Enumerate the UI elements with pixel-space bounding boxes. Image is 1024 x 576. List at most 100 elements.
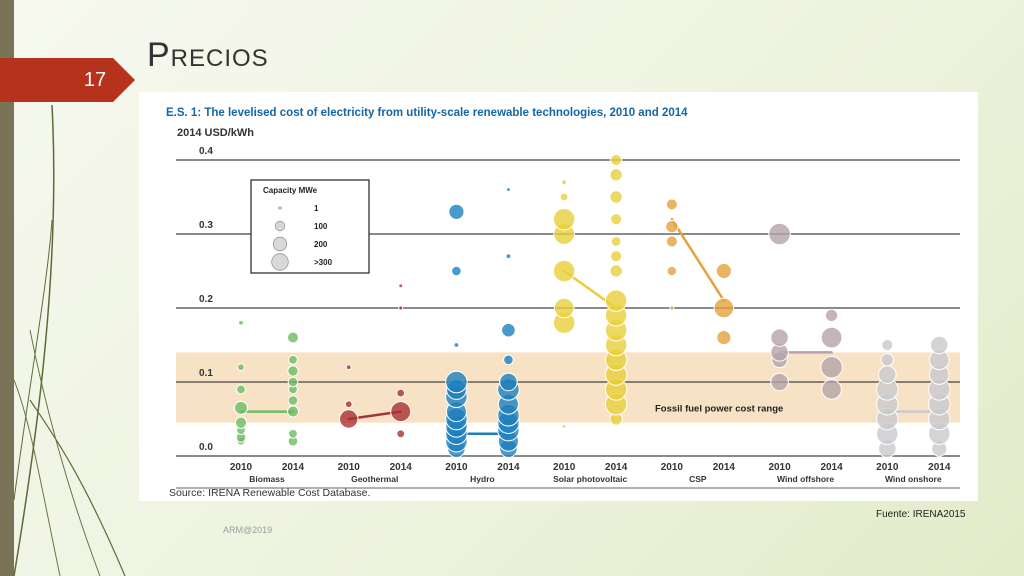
- data-point: [396, 429, 406, 439]
- x-tick-label: 2010: [445, 462, 468, 473]
- data-point: [396, 388, 406, 398]
- category-label: Biomass: [249, 474, 285, 484]
- data-point: [880, 353, 894, 367]
- category-label: Hydro: [470, 474, 495, 484]
- category-label: Wind offshore: [777, 474, 834, 484]
- data-point: [666, 265, 678, 277]
- category-label: Geothermal: [351, 474, 398, 484]
- legend-marker: [278, 206, 282, 210]
- data-point: [878, 365, 897, 384]
- x-tick-label: 2014: [282, 462, 305, 473]
- x-tick-label: 2010: [553, 462, 576, 473]
- data-point: [665, 219, 679, 234]
- data-point: [610, 250, 623, 263]
- data-point: [344, 400, 353, 409]
- x-tick-label: 2014: [497, 462, 520, 473]
- fossil-band-label: Fossil fuel power cost range: [655, 404, 783, 415]
- data-point: [665, 198, 678, 211]
- data-point: [398, 305, 404, 311]
- y-tick-label: 0.0: [199, 442, 213, 453]
- category-label: Solar photovoltaic: [553, 474, 627, 484]
- x-tick-label: 2014: [820, 462, 843, 473]
- data-point: [559, 192, 569, 202]
- data-point: [715, 262, 732, 280]
- data-point: [561, 179, 568, 186]
- data-point: [609, 190, 623, 204]
- legend-label: 100: [314, 222, 328, 231]
- x-tick-label: 2014: [605, 462, 628, 473]
- data-point: [237, 363, 245, 372]
- y-tick-label: 0.3: [199, 220, 213, 231]
- legend-label: 200: [314, 240, 328, 249]
- x-tick-label: 2010: [661, 462, 684, 473]
- y-tick-label: 0.1: [199, 368, 213, 379]
- footer-text: ARM@2019: [223, 525, 273, 535]
- data-point: [820, 355, 843, 379]
- data-point: [398, 283, 404, 289]
- x-tick-label: 2014: [928, 462, 951, 473]
- legend-label: >300: [314, 258, 333, 267]
- data-point: [288, 428, 298, 439]
- data-point: [505, 187, 511, 193]
- data-point: [445, 370, 468, 394]
- slide-number-badge: [0, 58, 135, 102]
- left-border-band: [0, 0, 14, 576]
- chart-source: Source: IRENA Renewable Cost Database.: [169, 487, 370, 499]
- chart-svg: E.S. 1: The levelised cost of electricit…: [166, 107, 960, 499]
- data-point: [820, 326, 843, 349]
- slide-title: Precios: [147, 36, 269, 74]
- x-tick-label: 2010: [230, 462, 253, 473]
- data-point: [604, 289, 628, 312]
- legend-title: Capacity MWe: [263, 186, 318, 195]
- category-label: Wind onshore: [885, 474, 942, 484]
- x-tick-label: 2010: [338, 462, 361, 473]
- data-point: [453, 342, 460, 348]
- data-point: [505, 253, 512, 260]
- data-point: [552, 207, 576, 231]
- data-point: [770, 328, 789, 347]
- y-tick-label: 0.2: [199, 294, 213, 305]
- data-point: [287, 395, 299, 406]
- data-point: [501, 322, 516, 338]
- data-point: [448, 203, 465, 220]
- legend-marker: [271, 253, 289, 271]
- x-tick-label: 2010: [768, 462, 791, 473]
- slide-number: 17: [83, 69, 107, 91]
- x-tick-label: 2014: [713, 462, 736, 473]
- decorative-curves: [13, 104, 126, 576]
- data-point: [665, 235, 678, 248]
- data-point: [610, 153, 623, 167]
- data-point: [390, 401, 412, 423]
- data-point: [716, 330, 732, 346]
- y-axis-label: 2014 USD/kWh: [177, 127, 254, 139]
- trend-line: [670, 217, 726, 302]
- legend-marker: [274, 220, 286, 232]
- chart-title: E.S. 1: The levelised cost of electricit…: [166, 107, 688, 119]
- data-point: [768, 222, 791, 246]
- legend-marker: [272, 236, 288, 252]
- data-point: [339, 409, 359, 429]
- data-point: [610, 213, 623, 226]
- data-point: [930, 335, 949, 355]
- x-tick-label: 2010: [876, 462, 899, 473]
- data-point: [234, 416, 248, 429]
- category-label: CSP: [689, 474, 707, 484]
- data-point: [286, 331, 300, 344]
- data-point: [553, 297, 575, 319]
- data-point: [288, 354, 298, 365]
- data-point: [881, 338, 894, 352]
- data-point: [287, 365, 299, 377]
- data-point: [287, 376, 299, 388]
- data-point: [821, 379, 842, 400]
- data-point: [552, 259, 576, 283]
- legend-box: [250, 179, 370, 274]
- data-point: [238, 319, 244, 326]
- data-point: [609, 168, 623, 182]
- data-point: [770, 372, 789, 392]
- data-point: [669, 305, 675, 311]
- data-point: [499, 372, 518, 392]
- source-note: Fuente: IRENA2015: [876, 509, 966, 520]
- data-point: [609, 264, 623, 278]
- legend-label: 1: [314, 204, 319, 213]
- data-point: [561, 423, 567, 429]
